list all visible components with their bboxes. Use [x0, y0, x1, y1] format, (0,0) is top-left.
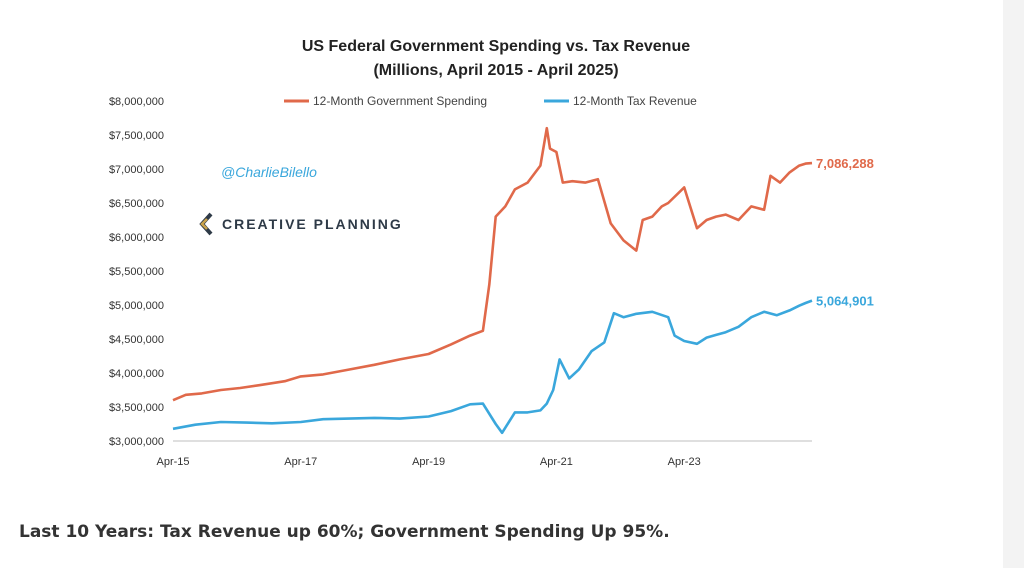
y-tick-label: $8,000,000 — [109, 96, 164, 108]
legend-label-revenue: 12-Month Tax Revenue — [573, 94, 697, 108]
x-axis: Apr-15 Apr-17 Apr-19 Apr-21 Apr-23 — [156, 440, 812, 468]
end-label-spending: 7,086,288 — [816, 156, 874, 171]
window-edge — [1003, 0, 1024, 568]
caption: Last 10 Years: Tax Revenue up 60%; Gover… — [19, 522, 670, 542]
y-tick-label: $5,000,000 — [109, 300, 164, 312]
y-tick-label: $7,000,000 — [109, 164, 164, 176]
x-tick-label: Apr-21 — [540, 456, 573, 468]
y-tick-label: $3,000,000 — [109, 436, 164, 448]
end-label-revenue: 5,064,901 — [816, 294, 874, 309]
creative-planning-logo: CREATIVE PLANNING — [199, 212, 403, 236]
x-tick-label: Apr-17 — [284, 456, 317, 468]
y-tick-label: $3,500,000 — [109, 402, 164, 414]
y-tick-label: $6,500,000 — [109, 198, 164, 210]
x-tick-label: Apr-15 — [156, 456, 189, 468]
logo-accent-icon — [200, 218, 208, 230]
y-tick-label: $7,500,000 — [109, 130, 164, 142]
y-tick-label: $5,500,000 — [109, 266, 164, 278]
end-labels: 7,086,288 5,064,901 — [816, 156, 874, 308]
handle-watermark: @CharlieBilello — [221, 164, 317, 180]
plot-area — [172, 126, 813, 435]
legend: 12-Month Government Spending 12-Month Ta… — [284, 94, 697, 108]
y-tick-label: $4,000,000 — [109, 368, 164, 380]
series-line-revenue — [172, 299, 813, 435]
x-tick-label: Apr-23 — [668, 456, 701, 468]
y-tick-label: $4,500,000 — [109, 334, 164, 346]
series-line-spending — [172, 126, 813, 402]
x-tick-label: Apr-19 — [412, 456, 445, 468]
brand-name: CREATIVE PLANNING — [222, 216, 403, 232]
y-axis: $3,000,000 $3,500,000 $4,000,000 $4,500,000… — [109, 96, 164, 448]
legend-label-spending: 12-Month Government Spending — [313, 94, 487, 108]
chart-subtitle: (Millions, April 2015 - April 2025) — [373, 62, 618, 79]
y-tick-label: $6,000,000 — [109, 232, 164, 244]
chart-title: US Federal Government Spending vs. Tax R… — [302, 38, 690, 55]
